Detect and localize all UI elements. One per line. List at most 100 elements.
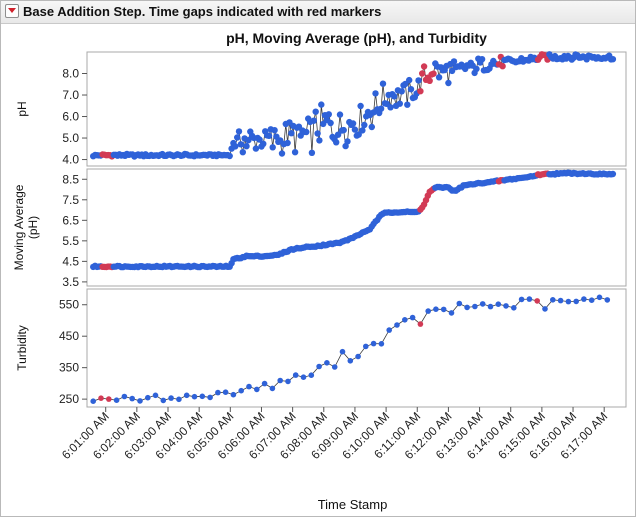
data-point xyxy=(292,372,299,378)
data-point xyxy=(137,398,143,404)
y-axis-title-turbidity: Turbidity xyxy=(15,325,29,371)
data-point xyxy=(300,374,307,381)
data-point xyxy=(90,398,96,405)
data-point xyxy=(284,139,291,147)
data-point xyxy=(260,140,267,147)
y-tick-label: 3.5 xyxy=(62,275,79,289)
data-point xyxy=(232,143,239,150)
data-point xyxy=(129,395,135,402)
data-point xyxy=(379,80,387,87)
data-point xyxy=(445,79,452,87)
data-point xyxy=(478,56,486,63)
data-point xyxy=(604,297,611,303)
data-point xyxy=(318,101,325,108)
data-point xyxy=(349,120,357,127)
data-point xyxy=(230,391,237,398)
data-point xyxy=(391,93,398,100)
y-tick-label: 6.5 xyxy=(62,213,79,227)
data-point xyxy=(339,348,346,355)
data-point xyxy=(145,394,151,401)
data-point xyxy=(573,298,579,305)
data-point xyxy=(398,88,405,95)
gap-point xyxy=(426,77,433,85)
data-point xyxy=(464,304,470,311)
data-point xyxy=(487,303,494,310)
data-point xyxy=(314,130,321,137)
data-point xyxy=(581,296,587,302)
disclosure-toggle-icon[interactable] xyxy=(5,4,19,18)
data-point xyxy=(336,111,344,118)
data-point xyxy=(308,372,315,379)
data-point xyxy=(243,143,250,150)
gap-point xyxy=(534,298,540,304)
data-point xyxy=(503,303,509,309)
data-point xyxy=(316,137,323,144)
panel-turbidity xyxy=(86,288,627,408)
y-tick-label: 350 xyxy=(59,361,79,375)
data-point xyxy=(370,340,377,347)
y-tick-label: 7.0 xyxy=(62,88,79,102)
data-point xyxy=(588,297,595,304)
data-point xyxy=(334,131,342,138)
data-point xyxy=(215,389,221,396)
data-point xyxy=(340,126,347,134)
data-point xyxy=(237,141,245,148)
data-point xyxy=(450,58,458,65)
x-axis-title: Time Stamp xyxy=(318,497,388,512)
data-point xyxy=(253,386,260,393)
data-point xyxy=(596,294,603,301)
data-point xyxy=(404,101,411,108)
data-point xyxy=(331,364,338,370)
data-point xyxy=(246,383,252,390)
y-tick-label: 8.0 xyxy=(62,67,79,81)
data-point xyxy=(176,396,182,403)
data-point xyxy=(327,119,334,127)
data-point xyxy=(271,127,278,134)
data-point xyxy=(245,137,252,144)
data-point xyxy=(448,310,455,316)
y-tick-label: 4.0 xyxy=(62,153,79,167)
panel-ph xyxy=(86,51,627,167)
y-tick-label: 5.5 xyxy=(62,234,79,248)
data-point xyxy=(433,306,439,313)
data-point xyxy=(511,305,517,311)
data-point xyxy=(269,385,276,392)
data-point xyxy=(191,393,198,400)
gap-point xyxy=(417,88,424,95)
data-point xyxy=(239,149,246,156)
y-tick-label: 550 xyxy=(59,298,79,312)
data-point xyxy=(303,128,310,136)
data-point xyxy=(325,111,332,118)
data-point xyxy=(407,86,415,93)
data-point xyxy=(359,127,366,134)
data-point xyxy=(473,65,480,73)
data-point xyxy=(278,150,286,157)
data-point xyxy=(368,123,375,131)
data-point xyxy=(256,136,263,143)
data-point xyxy=(406,76,413,84)
data-point xyxy=(312,108,319,115)
y-tick-label: 5.0 xyxy=(62,131,79,145)
data-point xyxy=(355,131,362,138)
data-point xyxy=(113,397,120,404)
data-point xyxy=(235,128,243,135)
data-point xyxy=(183,392,190,399)
data-point xyxy=(456,300,463,307)
data-point xyxy=(550,297,556,303)
report-title: Base Addition Step. Time gaps indicated … xyxy=(23,4,382,19)
data-point xyxy=(288,130,295,137)
data-point xyxy=(226,152,233,160)
data-point xyxy=(261,380,268,387)
data-point xyxy=(238,387,244,394)
y-axis-title-moving-average: Moving Average(pH) xyxy=(12,184,40,270)
gap-point xyxy=(499,62,506,70)
gap-point xyxy=(420,63,428,70)
gap-point xyxy=(430,70,437,77)
data-point xyxy=(557,297,564,304)
data-point xyxy=(377,105,385,112)
data-point xyxy=(415,77,422,84)
data-point xyxy=(160,397,167,404)
data-point xyxy=(440,306,447,313)
data-point xyxy=(435,74,443,81)
data-point xyxy=(234,134,241,141)
